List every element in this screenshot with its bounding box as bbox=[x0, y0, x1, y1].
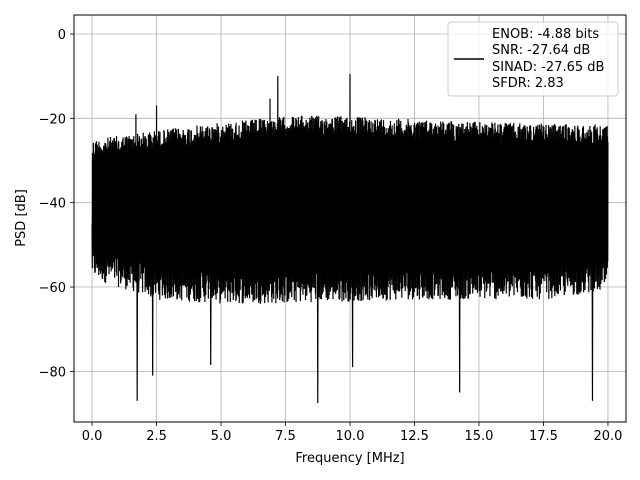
y-tick-label-0: 0 bbox=[58, 28, 66, 43]
x-tick-label-0: 0.0 bbox=[82, 429, 103, 444]
x-tick-label-5: 12.5 bbox=[400, 429, 429, 444]
psd-trace bbox=[91, 74, 609, 404]
legend-entry-sfdr: SFDR: 2.83 bbox=[492, 76, 564, 91]
x-tick-label-6: 15.0 bbox=[464, 429, 493, 444]
x-tick-label-3: 7.5 bbox=[275, 429, 296, 444]
x-tick-label-1: 2.5 bbox=[146, 429, 167, 444]
legend-entry-snr: SNR: -27.64 dB bbox=[492, 43, 590, 58]
x-axis-label: Frequency [MHz] bbox=[295, 451, 404, 466]
series-psd bbox=[91, 74, 609, 404]
y-axis-label: PSD [dB] bbox=[14, 189, 29, 247]
legend-entry-enob: ENOB: -4.88 bits bbox=[492, 27, 599, 42]
y-tick-label-1: −20 bbox=[39, 112, 66, 127]
y-tick-label-4: −80 bbox=[39, 365, 66, 380]
x-tick-label-4: 10.0 bbox=[336, 429, 365, 444]
y-tick-label-3: −60 bbox=[39, 281, 66, 296]
legend-box bbox=[447, 21, 619, 97]
x-tick-label-7: 17.5 bbox=[529, 429, 558, 444]
x-tick-label-2: 5.0 bbox=[211, 429, 232, 444]
legend: ENOB: -4.88 bits SNR: -27.64 dB SINAD: -… bbox=[447, 21, 619, 97]
legend-entry-sinad: SINAD: -27.65 dB bbox=[492, 60, 604, 75]
y-tick-label-2: −40 bbox=[39, 197, 66, 212]
x-tick-label-8: 20.0 bbox=[593, 429, 622, 444]
axis-ticks: 0.0 2.5 5.0 7.5 10.0 12.5 15.0 17.5 20.0 0 −20 −40 −… bbox=[39, 28, 623, 444]
